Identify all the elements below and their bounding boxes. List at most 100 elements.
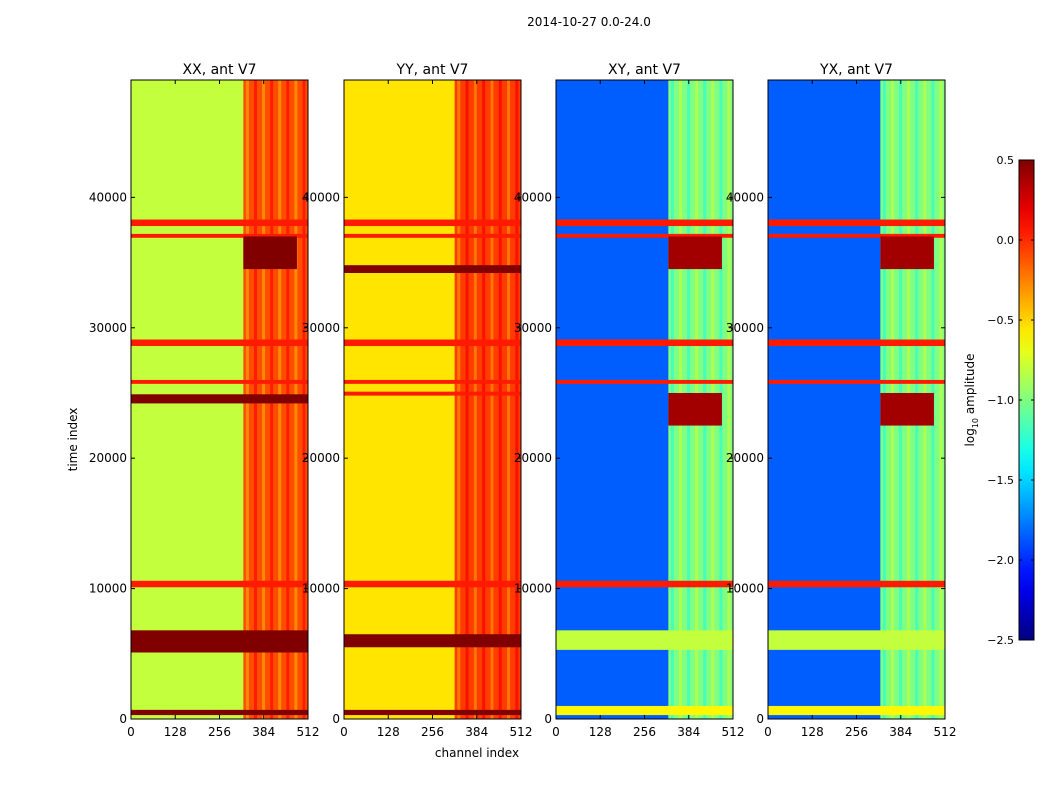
flagged-row [556, 580, 733, 588]
x-tick-label: 384 [465, 725, 488, 739]
colorbar-tick-label: −2.5 [987, 634, 1014, 647]
flagged-row [131, 379, 308, 384]
y-tick-label: 30000 [514, 321, 552, 335]
flagged-row [768, 219, 945, 227]
heatmap-panel: 0 128 256 384 512 0 10000 20000 30000 40000 YY, an… [302, 62, 533, 760]
y-tick-label: 20000 [514, 451, 552, 465]
heatmap-image [768, 80, 945, 719]
colorbar-label: log10 amplitude [963, 354, 980, 447]
flagged-row [344, 265, 521, 274]
heatmap-stripe [457, 80, 461, 719]
y-tick-label: 40000 [89, 190, 127, 204]
flagged-row [344, 709, 521, 716]
flagged-row [556, 705, 733, 716]
flagged-row [556, 339, 733, 347]
flagged-row [556, 219, 733, 227]
heatmap-stripe [482, 80, 486, 719]
x-tick-label: 128 [589, 725, 612, 739]
flagged-row [131, 339, 308, 347]
y-tick-label: 0 [544, 712, 552, 726]
y-tick-label: 30000 [726, 321, 764, 335]
y-tick-label: 30000 [89, 321, 127, 335]
y-axis-label: time index [66, 408, 80, 472]
heatmap-stripe [515, 80, 519, 719]
y-tick-label: 20000 [302, 451, 340, 465]
panel-title: YY, ant V7 [396, 62, 469, 78]
flagged-row [668, 236, 722, 270]
flagged-row [131, 233, 308, 238]
x-tick-label: 0 [340, 725, 348, 739]
x-tick-label: 512 [722, 725, 745, 739]
flagged-row [344, 339, 521, 347]
y-tick-label: 10000 [514, 582, 552, 596]
x-tick-label: 512 [934, 725, 957, 739]
panel-title: XY, ant V7 [608, 62, 681, 78]
figure-suptitle: 2014-10-27 0.0-24.0 [527, 15, 651, 29]
flagged-row [768, 339, 945, 347]
colorbar-tick-label: −2.0 [987, 554, 1014, 567]
x-tick-label: 0 [764, 725, 772, 739]
colorbar-tick-label: −1.0 [987, 394, 1014, 407]
heatmap-stripe [490, 80, 494, 719]
flagged-row [243, 236, 297, 270]
flagged-row [556, 233, 733, 238]
flagged-row [131, 580, 308, 588]
heatmap-stripe [939, 80, 943, 719]
x-tick-label: 384 [889, 725, 912, 739]
flagged-row [768, 233, 945, 238]
y-tick-label: 40000 [726, 190, 764, 204]
heatmap-panels: 0 128 256 384 512 0 10000 20000 30000 40000 XX, an… [66, 62, 956, 760]
colorbar-tick-label: 0.5 [997, 154, 1015, 167]
flagged-row [768, 705, 945, 716]
x-tick-label: 512 [297, 725, 320, 739]
flagged-row [131, 219, 308, 227]
heatmap-stripe [473, 80, 477, 719]
heatmap-stripe [465, 80, 469, 719]
y-tick-label: 20000 [726, 451, 764, 465]
y-tick-label: 0 [332, 712, 340, 726]
flagged-row [880, 236, 934, 270]
y-tick-label: 10000 [89, 582, 127, 596]
heatmap-stripe [498, 80, 502, 719]
x-tick-label: 128 [164, 725, 187, 739]
y-tick-label: 0 [756, 712, 764, 726]
x-tick-label: 256 [421, 725, 444, 739]
flagged-row [344, 219, 521, 227]
x-tick-label: 0 [127, 725, 135, 739]
heatmap-image [344, 80, 521, 719]
x-tick-label: 512 [510, 725, 533, 739]
x-tick-label: 256 [633, 725, 656, 739]
heatmap-image [556, 80, 733, 719]
y-tick-label: 20000 [89, 451, 127, 465]
heatmap-image [131, 80, 308, 719]
panel-title: XX, ant V7 [183, 62, 257, 78]
flagged-row [768, 630, 945, 650]
flagged-row [344, 379, 521, 384]
y-tick-label: 10000 [726, 582, 764, 596]
colorbar-tick-label: −0.5 [987, 314, 1014, 327]
flagged-row [556, 630, 733, 650]
flagged-row [768, 379, 945, 384]
y-tick-label: 0 [119, 712, 127, 726]
flagged-row [344, 391, 521, 396]
heatmap-stripe [727, 80, 731, 719]
panel-title: YX, ant V7 [819, 62, 893, 78]
flagged-row [768, 580, 945, 588]
colorbar-tick-label: −1.5 [987, 474, 1014, 487]
heatmap-panel: 0 128 256 384 512 0 10000 20000 30000 40000 XX, an… [66, 62, 319, 739]
flagged-row [131, 630, 308, 653]
y-tick-label: 30000 [302, 321, 340, 335]
heatmap-panel: 0 128 256 384 512 0 10000 20000 30000 40000 YX, an… [726, 62, 957, 739]
y-tick-label: 40000 [514, 190, 552, 204]
heatmap-band [454, 80, 521, 719]
flagged-row [131, 709, 308, 716]
x-tick-label: 0 [552, 725, 560, 739]
x-tick-label: 128 [377, 725, 400, 739]
x-tick-label: 384 [677, 725, 700, 739]
x-tick-label: 128 [801, 725, 824, 739]
flagged-row [668, 392, 722, 426]
flagged-row [556, 379, 733, 384]
x-tick-label: 256 [208, 725, 231, 739]
y-tick-label: 10000 [302, 582, 340, 596]
